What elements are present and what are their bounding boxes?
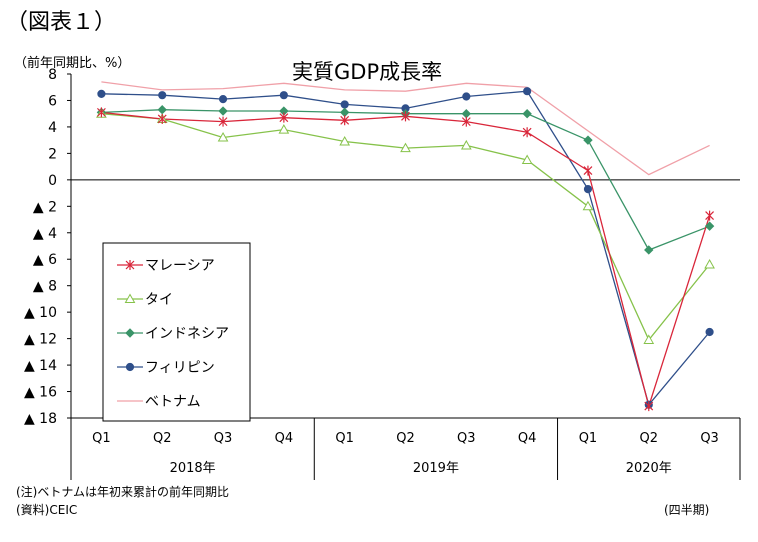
data-point (522, 108, 532, 119)
y-tick-label: 2 (48, 146, 57, 162)
data-point (279, 91, 288, 100)
legend-label: ベトナム (145, 394, 201, 410)
data-point (583, 165, 593, 176)
data-point (462, 92, 471, 101)
x-tick-label: Q2 (640, 431, 659, 446)
y-tick-label: ▲ 16 (24, 385, 57, 401)
data-point (644, 245, 654, 255)
data-point (643, 334, 655, 344)
data-point (460, 139, 472, 150)
footnote-source: (資料)CEIC (16, 503, 78, 517)
legend-label: フィリピン (145, 360, 215, 376)
x-tick-label: Q3 (214, 431, 233, 446)
x-tick-label: Q1 (92, 431, 111, 446)
y-tick-label: 0 (48, 173, 57, 189)
data-point (583, 185, 593, 194)
data-point (582, 200, 594, 211)
y-tick-label: ▲ 14 (24, 358, 57, 374)
data-point (218, 106, 228, 116)
data-point (279, 112, 289, 123)
y-tick-label: 8 (48, 67, 57, 83)
figure-label: （図表１） (6, 10, 117, 35)
data-point (400, 142, 411, 153)
data-point (644, 401, 654, 412)
data-point (704, 221, 715, 231)
data-point (278, 124, 290, 134)
legend-label: マレーシア (145, 258, 215, 274)
data-point (339, 135, 351, 146)
y-tick-label: ▲ 12 (24, 332, 57, 348)
x-tick-label: Q1 (335, 431, 354, 446)
year-group-label: 2020年 (626, 461, 672, 476)
y-tick-label: ▲ 18 (24, 411, 57, 427)
year-group-label: 2019年 (413, 461, 459, 476)
data-point (523, 87, 532, 96)
data-point (157, 113, 167, 124)
x-tick-label: Q1 (579, 431, 598, 446)
x-tick-label: Q4 (275, 431, 294, 446)
data-point (340, 115, 350, 126)
y-tick-label: ▲ 6 (33, 252, 57, 268)
data-point (704, 259, 715, 269)
y-tick-label: ▲ 8 (33, 279, 57, 295)
data-point (583, 135, 593, 145)
data-point (217, 131, 229, 142)
y-tick-label: ▲ 2 (33, 199, 57, 215)
data-point (339, 107, 350, 118)
data-point (340, 100, 349, 109)
x-axis-unit-label: (四半期) (664, 503, 710, 517)
x-tick-label: Q2 (396, 431, 415, 446)
legend-label: インドネシア (145, 326, 229, 342)
chart-title: 実質GDP成長率 (292, 60, 443, 84)
data-point (521, 154, 533, 164)
y-tick-label: ▲ 4 (33, 226, 57, 242)
x-tick-label: Q4 (518, 431, 537, 446)
data-point (705, 327, 714, 337)
series-line (101, 81, 710, 176)
y-axis-unit-label: （前年同期比、%） (14, 56, 131, 71)
data-point (158, 91, 167, 100)
data-point (97, 89, 106, 98)
data-point (705, 210, 715, 221)
data-point (522, 127, 532, 138)
y-tick-label: 4 (48, 120, 57, 136)
data-point (218, 116, 228, 127)
data-point (461, 108, 472, 119)
data-point (96, 107, 106, 118)
y-tick-label: ▲ 10 (24, 305, 57, 321)
legend-label: タイ (145, 292, 173, 308)
data-point (157, 105, 167, 115)
year-group-label: 2018年 (170, 461, 216, 476)
x-tick-label: Q3 (457, 431, 476, 446)
footnote-note: (注)ベトナムは年初来累計の前年同期比 (16, 485, 230, 499)
data-point (401, 111, 410, 122)
x-tick-label: Q2 (153, 431, 172, 446)
y-tick-label: 6 (48, 93, 57, 109)
legend-swatch-marker (125, 362, 135, 372)
x-tick-label: Q3 (700, 431, 719, 446)
legend-swatch-marker (125, 328, 135, 338)
data-point (218, 95, 228, 104)
legend-swatch-marker (124, 293, 136, 303)
legend-swatch-marker (125, 260, 135, 270)
data-point (461, 116, 471, 127)
